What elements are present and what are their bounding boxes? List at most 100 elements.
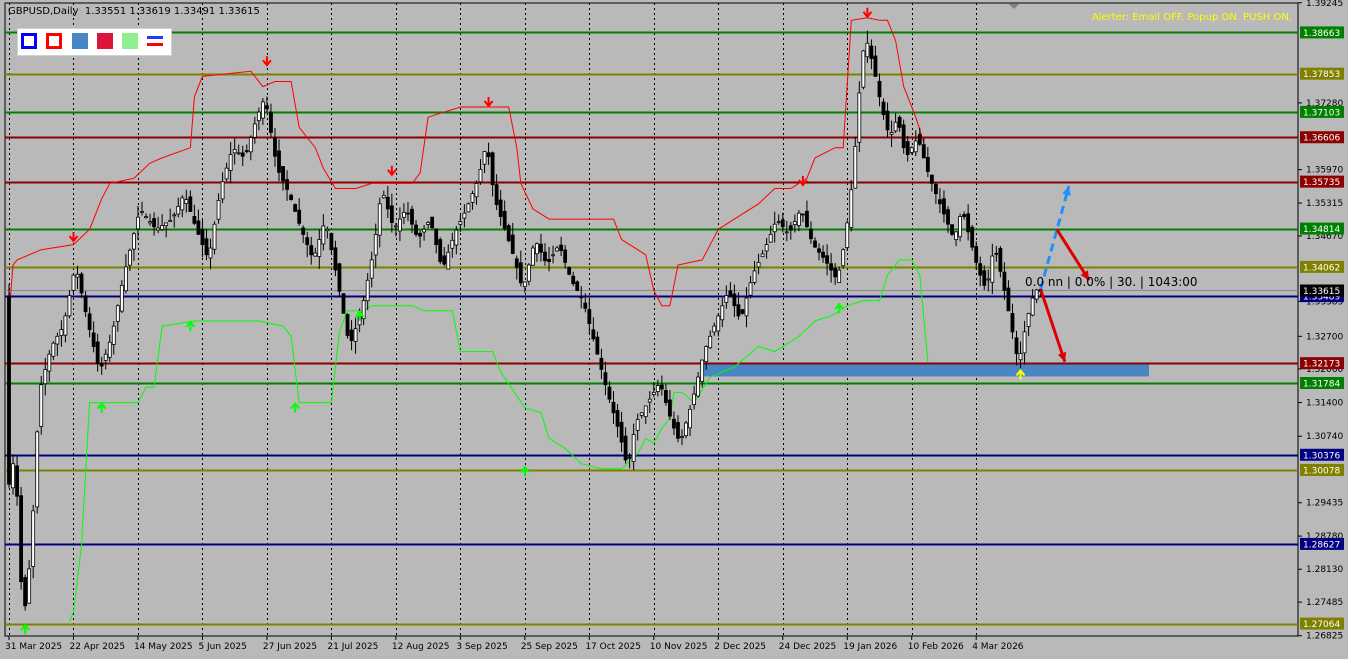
lines-toggle-button[interactable] xyxy=(147,33,163,49)
buy-signal-arrow xyxy=(20,623,30,635)
candle-bull xyxy=(59,329,64,336)
candle-bear xyxy=(619,421,624,443)
blue-outline-box-button[interactable] xyxy=(21,33,37,49)
candle-bull xyxy=(365,279,370,302)
candle-bear xyxy=(809,228,813,240)
candle-bear xyxy=(567,266,572,275)
candle-bull xyxy=(680,436,684,438)
x-axis-tick-label: 19 Jan 2026 xyxy=(843,642,897,652)
candle-bull xyxy=(446,251,451,270)
candle-bull xyxy=(115,305,120,322)
price-level-label: 1.33489 xyxy=(1303,293,1340,303)
buy-signal-arrow xyxy=(96,401,107,413)
candle-bull xyxy=(716,315,721,332)
candle-bear xyxy=(430,216,435,228)
candle-bull xyxy=(393,225,398,228)
candle-bull xyxy=(535,243,539,255)
candle-bear xyxy=(579,296,584,299)
candle-bull xyxy=(760,253,765,258)
candle-bear xyxy=(599,357,604,370)
candle-bear xyxy=(293,204,298,212)
candle-bull xyxy=(317,239,322,257)
lightgreen-box-button[interactable] xyxy=(122,33,138,49)
candle-bear xyxy=(329,233,334,251)
price-level-tag xyxy=(1300,222,1344,235)
candle-bear xyxy=(877,80,882,98)
candle-bull xyxy=(127,249,132,266)
candle-bear xyxy=(982,270,987,286)
y-axis-tick-label: 1.28780 xyxy=(1306,532,1343,542)
candle-bull xyxy=(478,169,483,183)
candle-bear xyxy=(1014,337,1019,354)
candle-bear xyxy=(825,255,829,264)
candle-bear xyxy=(490,152,495,186)
candle-bull xyxy=(655,385,660,392)
candle-bull xyxy=(1030,297,1035,316)
candle-bull xyxy=(47,353,52,372)
candle-bear xyxy=(869,45,874,59)
upper-band-line xyxy=(8,17,925,316)
price-level-label: 1.30376 xyxy=(1303,451,1340,461)
candle-bear xyxy=(514,258,519,268)
symbol-label: GBPUSD,Daily xyxy=(8,6,79,17)
candle-bear xyxy=(740,309,745,314)
candle-bull xyxy=(256,111,261,122)
candle-bull xyxy=(454,229,459,246)
candle-bull xyxy=(144,216,148,219)
candle-bear xyxy=(946,209,950,225)
candle-bear xyxy=(676,422,680,439)
candle-bull xyxy=(684,422,688,437)
candle-bull xyxy=(450,239,455,249)
candle-bull xyxy=(845,222,850,248)
candle-bear xyxy=(442,255,447,265)
candle-bull xyxy=(796,212,801,226)
buy-signal-arrow xyxy=(290,401,300,413)
candle-bull xyxy=(156,227,161,231)
sell-signal-arrow xyxy=(862,7,873,19)
candle-bull xyxy=(325,228,330,232)
candle-bear xyxy=(269,111,273,133)
y-axis-tick-label: 1.37280 xyxy=(1306,99,1343,109)
candle-bear xyxy=(929,174,934,184)
y-axis-tick-label: 1.35315 xyxy=(1306,199,1343,209)
candle-bull xyxy=(913,140,918,153)
candle-bear xyxy=(885,110,890,131)
red-outline-box-button[interactable] xyxy=(46,33,62,49)
candle-bull xyxy=(123,266,128,292)
x-axis-tick-label: 2 Dec 2025 xyxy=(714,642,766,652)
candle-bull xyxy=(172,214,177,217)
sell-signal-arrow xyxy=(262,56,272,67)
candle-bull xyxy=(132,233,136,250)
candle-bear xyxy=(510,234,515,254)
candle-bull xyxy=(555,247,559,252)
candle-bear xyxy=(196,220,201,235)
steelblue-box-button[interactable] xyxy=(72,33,88,49)
candle-bull xyxy=(631,434,636,463)
candle-bear xyxy=(788,225,793,231)
price-level-label: 1.37853 xyxy=(1303,70,1340,80)
sell-signal-arrow xyxy=(68,232,79,243)
candle-bear xyxy=(204,238,209,256)
candle-bear xyxy=(19,495,23,582)
candle-bear xyxy=(438,239,443,262)
candle-bull xyxy=(462,212,467,219)
price-level-label: 1.30078 xyxy=(1303,466,1340,476)
candle-bull xyxy=(651,391,656,395)
x-axis-tick-label: 31 Mar 2025 xyxy=(5,642,62,652)
candle-bull xyxy=(865,42,870,58)
candle-bull xyxy=(704,346,709,363)
x-axis-tick-label: 14 May 2025 xyxy=(134,642,193,652)
buy-signal-arrow xyxy=(520,465,530,477)
candle-bull xyxy=(768,233,773,243)
crimson-box-button[interactable] xyxy=(97,33,113,49)
candle-bull xyxy=(841,249,846,267)
x-axis-tick-label: 27 Jun 2025 xyxy=(263,642,317,652)
drawing-toolbar xyxy=(17,28,172,56)
candle-bear xyxy=(1010,313,1015,333)
x-axis-tick-label: 10 Nov 2025 xyxy=(650,642,708,652)
candle-bear xyxy=(970,226,975,248)
candle-bear xyxy=(575,281,580,291)
price-level-label: 1.32173 xyxy=(1303,360,1340,370)
